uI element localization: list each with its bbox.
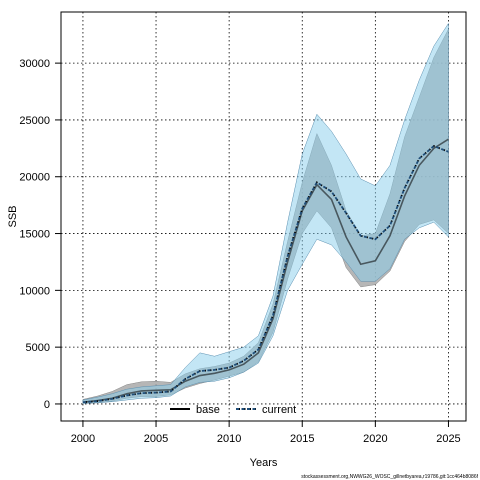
legend-label-base: base — [196, 404, 220, 416]
y-tick-label-10000: 10000 — [19, 285, 50, 297]
line-base — [82, 138, 449, 404]
line-current — [82, 145, 449, 404]
series-lines — [82, 138, 449, 404]
y-tick-label-25000: 25000 — [19, 115, 50, 127]
y-tick-label-15000: 15000 — [19, 229, 50, 241]
legend-label-current: current — [262, 404, 296, 416]
y-tick-label-20000: 20000 — [19, 172, 50, 184]
legend: base current — [170, 404, 296, 416]
x-tick-label-2025: 2025 — [436, 433, 460, 445]
y-axis-label: SSB — [7, 205, 19, 227]
x-tick-label-2020: 2020 — [363, 433, 387, 445]
x-tick-label-2000: 2000 — [71, 433, 95, 445]
footer-text: stockassessment.org,NWWG26_WOSC_gillnetb… — [301, 474, 478, 480]
x-tick-label-2015: 2015 — [290, 433, 314, 445]
x-tick-label-2010: 2010 — [217, 433, 241, 445]
band-current — [82, 22, 449, 404]
x-tick-label-2005: 2005 — [144, 433, 168, 445]
plot-frame — [60, 11, 467, 422]
x-axis-label: Years — [250, 457, 278, 469]
line-current-accent — [82, 145, 449, 404]
y-tick-label-0: 0 — [44, 399, 50, 411]
x-axis: 2000 2005 2010 2015 2020 2025 — [71, 421, 461, 445]
y-tick-label-5000: 5000 — [26, 342, 50, 354]
y-axis: 0 5000 10000 15000 20000 25000 30000 — [19, 58, 61, 411]
confidence-bands — [82, 22, 449, 404]
y-tick-label-30000: 30000 — [19, 58, 50, 70]
